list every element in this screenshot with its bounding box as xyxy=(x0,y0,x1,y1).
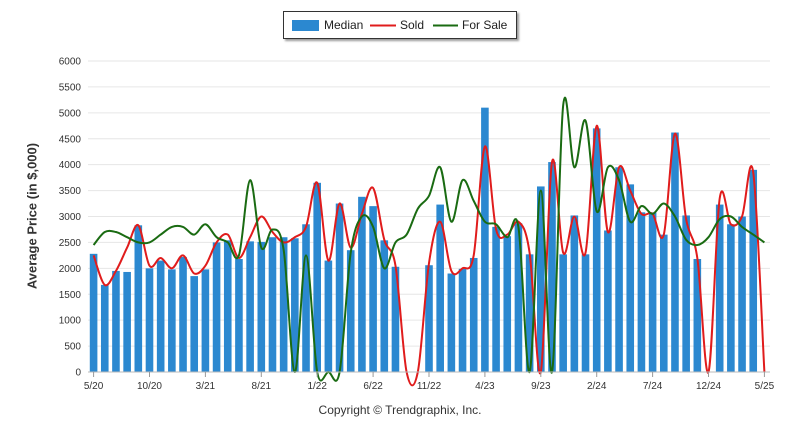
x-tick-label: 3/21 xyxy=(196,381,216,392)
median-bar xyxy=(257,241,266,372)
median-bars xyxy=(89,107,758,373)
median-bar xyxy=(369,206,377,372)
median-bar xyxy=(302,224,310,372)
median-bar xyxy=(581,254,590,372)
median-bar xyxy=(246,241,254,372)
median-bar xyxy=(659,234,668,372)
x-tick-label: 9/23 xyxy=(531,381,551,392)
median-bar xyxy=(212,242,221,372)
y-tick-label: 3000 xyxy=(59,212,82,223)
y-tick-label: 4000 xyxy=(59,160,82,171)
median-bar xyxy=(112,270,120,372)
x-tick-label: 6/22 xyxy=(363,381,383,392)
y-tick-label: 0 xyxy=(75,368,81,379)
median-bar xyxy=(156,260,165,372)
x-tick-label: 1/22 xyxy=(307,381,327,392)
x-tick-label: 2/24 xyxy=(587,381,607,392)
median-bar xyxy=(570,215,579,372)
median-bar xyxy=(626,184,635,372)
y-tick-label: 2000 xyxy=(59,264,82,275)
median-bar xyxy=(279,237,288,372)
median-bar xyxy=(145,268,154,372)
x-tick-label: 5/25 xyxy=(755,381,775,392)
median-bar xyxy=(503,236,512,372)
median-bar xyxy=(604,230,612,372)
median-bar xyxy=(671,132,679,372)
y-tick-label: 5000 xyxy=(59,108,82,119)
median-bar xyxy=(223,240,232,372)
legend-median-label: Median xyxy=(324,18,364,32)
x-tick-label: 12/24 xyxy=(696,381,721,392)
legend: Median Sold For Sale xyxy=(283,11,517,39)
y-axis-ticks: 0 500 1000 1500 2000 2500 3000 3500 4000 4500 5000… xyxy=(59,57,82,379)
y-tick-label: 500 xyxy=(64,342,81,353)
median-bar xyxy=(469,257,478,372)
x-tick-label: 10/20 xyxy=(137,381,162,392)
legend-forsale-label: For Sale xyxy=(462,18,508,32)
x-tick-label: 4/23 xyxy=(475,381,495,392)
for-sale-line xyxy=(92,96,765,382)
median-bar xyxy=(727,224,735,372)
median-bar xyxy=(380,240,389,372)
median-bar xyxy=(537,186,545,372)
median-bar xyxy=(436,204,444,372)
x-tick-label: 5/20 xyxy=(84,381,104,392)
median-bar xyxy=(168,269,176,372)
median-bar xyxy=(134,225,143,372)
median-bar xyxy=(637,212,646,372)
median-bar xyxy=(100,284,109,372)
median-bar xyxy=(615,167,623,372)
median-bar xyxy=(346,250,355,372)
x-tick-label: 8/21 xyxy=(252,381,272,392)
median-bar xyxy=(514,223,523,372)
median-bar xyxy=(313,182,321,372)
legend-sold-label: Sold xyxy=(400,18,425,32)
median-bar xyxy=(548,162,556,372)
median-bar xyxy=(559,254,567,372)
median-bar xyxy=(179,256,187,372)
median-bar xyxy=(458,268,467,372)
y-tick-label: 5500 xyxy=(59,82,82,93)
copyright-text: Copyright © Trendgraphix, Inc. xyxy=(318,403,482,417)
median-bar xyxy=(715,204,724,372)
median-bar xyxy=(749,169,758,372)
y-tick-label: 6000 xyxy=(59,57,82,68)
median-bar xyxy=(693,259,702,372)
median-bar xyxy=(324,260,333,372)
median-bar xyxy=(235,259,243,372)
median-bar xyxy=(291,238,299,372)
median-bar xyxy=(648,212,657,372)
y-tick-label: 2500 xyxy=(59,238,82,249)
y-axis-label: Average Price (in $,000) xyxy=(24,142,40,290)
median-bar xyxy=(190,276,199,372)
median-bar xyxy=(335,203,344,372)
x-axis-ticks: 5/20 10/20 3/21 8/21 1/22 6/22 11/22 4/23 9/23 2/… xyxy=(84,372,775,392)
median-bar xyxy=(592,128,601,372)
y-tick-label: 1500 xyxy=(59,290,82,301)
median-bar xyxy=(89,253,98,372)
median-bar xyxy=(201,269,210,372)
legend-median-swatch xyxy=(292,20,319,31)
median-bar xyxy=(525,254,534,372)
median-bar xyxy=(447,273,456,372)
x-tick-label: 11/22 xyxy=(417,381,442,392)
median-bar xyxy=(391,266,400,372)
median-bar xyxy=(481,107,489,373)
y-tick-label: 3500 xyxy=(59,186,82,197)
median-bar xyxy=(425,265,433,372)
median-bar xyxy=(492,226,500,372)
y-tick-label: 1000 xyxy=(59,316,82,327)
y-tick-label: 4500 xyxy=(59,134,82,145)
series-lines xyxy=(92,96,766,387)
median-bar xyxy=(268,237,277,372)
x-tick-label: 7/24 xyxy=(643,381,663,392)
median-bar xyxy=(682,215,690,372)
median-bar xyxy=(358,196,366,372)
median-bar xyxy=(738,216,746,372)
median-bar xyxy=(123,271,131,372)
